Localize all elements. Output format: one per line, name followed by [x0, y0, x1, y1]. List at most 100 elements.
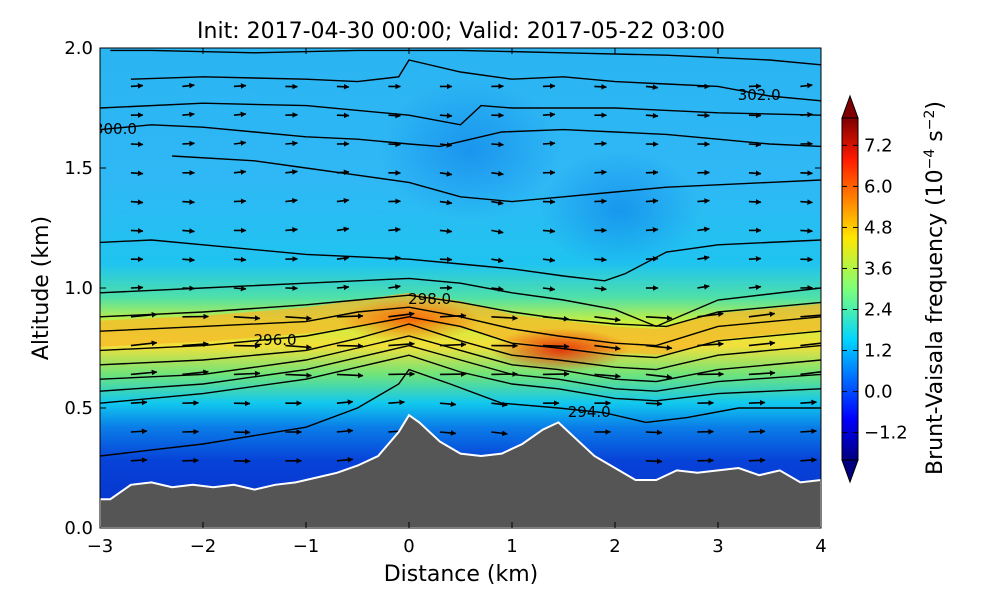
colorbar-ticks: −1.2 0.0 1.2 2.4 3.6 4.8 6.0 7.2 — [842, 135, 908, 444]
wind-vector — [800, 170, 813, 176]
colorbar-extend-min — [841, 459, 859, 484]
theta-contour — [100, 316, 821, 359]
wind-vector — [285, 372, 312, 379]
wind-vector — [439, 199, 453, 206]
colorbar-tick-label: 1.2 — [864, 341, 893, 362]
wind-vector — [697, 198, 710, 204]
wind-vector — [645, 373, 673, 380]
wind-vector — [336, 226, 350, 233]
colorbar-label: Brunt-Vaisala frequency (10−4 s−2) — [922, 101, 948, 475]
theta-contour — [100, 354, 821, 404]
wind-vector — [542, 228, 556, 234]
wind-vector — [748, 199, 762, 205]
x-tick-label: 3 — [712, 536, 723, 557]
wind-vector — [336, 428, 354, 434]
wind-vector — [182, 111, 195, 118]
theta-contour — [100, 335, 821, 383]
contour-label: 298.0 — [408, 290, 451, 308]
wind-vector — [800, 314, 821, 318]
wind-vector — [491, 286, 504, 292]
wind-vector — [439, 430, 457, 436]
wind-vector — [233, 256, 247, 263]
colorbar-tick-label: 4.8 — [864, 217, 893, 238]
wind-vector — [182, 228, 195, 234]
wind-vector — [800, 228, 813, 234]
wind-vector — [594, 140, 607, 147]
wind-vector — [645, 429, 663, 436]
wind-vector — [233, 169, 247, 175]
wind-vector — [748, 311, 776, 318]
wind-vector — [800, 340, 821, 347]
wind-vector — [336, 83, 350, 90]
wind-vector — [542, 315, 570, 322]
wind-vector — [233, 83, 247, 89]
wind-vector — [645, 315, 673, 321]
colorbar-label-unit-exp: −2 — [922, 110, 938, 131]
wind-vector — [233, 111, 247, 118]
wind-vector — [491, 315, 518, 321]
wind-vector — [336, 169, 350, 176]
x-tick-label: −1 — [293, 536, 320, 557]
wind-vector — [130, 170, 144, 177]
theta-contour — [100, 294, 821, 328]
theta-contour — [110, 49, 821, 66]
wind-vector — [491, 257, 504, 264]
wind-vector — [388, 284, 401, 290]
wind-vector — [130, 199, 144, 205]
plot-area: 294.0 296.0 298.0 300.0 302.0 — [100, 48, 821, 528]
wind-vector — [491, 228, 504, 235]
wind-vector — [542, 111, 556, 118]
wind-vector — [748, 255, 762, 262]
theta-contour — [100, 368, 821, 457]
wind-vector — [130, 428, 148, 435]
wind-vector — [491, 401, 508, 408]
x-axis: −3 −2 −1 0 1 2 3 4 — [87, 48, 827, 557]
wind-vector — [130, 311, 158, 318]
wind-vector — [285, 198, 298, 204]
wind-vector — [800, 457, 817, 463]
theta-contour — [100, 102, 821, 126]
wind-vector — [800, 399, 817, 406]
x-tick-label: 4 — [815, 536, 826, 557]
wind-vector — [182, 341, 209, 347]
wind-vector — [748, 284, 762, 291]
wind-vector — [233, 198, 247, 205]
x-tick-label: −3 — [87, 536, 114, 557]
blue-patch — [380, 80, 560, 220]
wind-vector — [182, 199, 195, 205]
wind-vector — [182, 82, 195, 89]
wind-vector — [748, 170, 762, 177]
wind-vector — [800, 428, 817, 435]
wind-vector — [439, 228, 453, 234]
wind-vector — [645, 198, 659, 204]
wind-vector — [233, 315, 261, 321]
wind-vector — [285, 227, 298, 233]
wind-vector — [285, 169, 298, 175]
wind-vector — [439, 112, 453, 119]
wind-vector — [542, 257, 556, 263]
wind-vector — [594, 285, 607, 292]
wind-vector — [645, 458, 663, 465]
colorbar-tick-label: −1.2 — [864, 423, 908, 444]
wind-vector — [336, 456, 354, 463]
x-tick-label: −2 — [190, 536, 217, 557]
wind-vector — [388, 112, 401, 119]
wind-vector — [491, 430, 508, 437]
wind-vector — [594, 344, 621, 351]
terrain — [100, 413, 821, 528]
wind-vector — [594, 316, 621, 323]
wind-vector — [748, 399, 766, 406]
y-tick-label: 2.0 — [64, 38, 93, 59]
wind-vector — [130, 284, 144, 291]
wind-vector — [645, 112, 659, 119]
wind-vector — [130, 457, 148, 463]
colorbar-tick-label: 3.6 — [864, 258, 893, 279]
wind-vector — [182, 285, 195, 292]
hotspot-lee — [490, 328, 630, 372]
wind-vector — [594, 169, 607, 176]
y-tick-label: 0.0 — [64, 518, 93, 539]
wind-vector — [388, 226, 401, 233]
contour-label: 294.0 — [568, 403, 611, 421]
wind-vector — [594, 256, 607, 263]
wind-vector — [182, 256, 195, 263]
